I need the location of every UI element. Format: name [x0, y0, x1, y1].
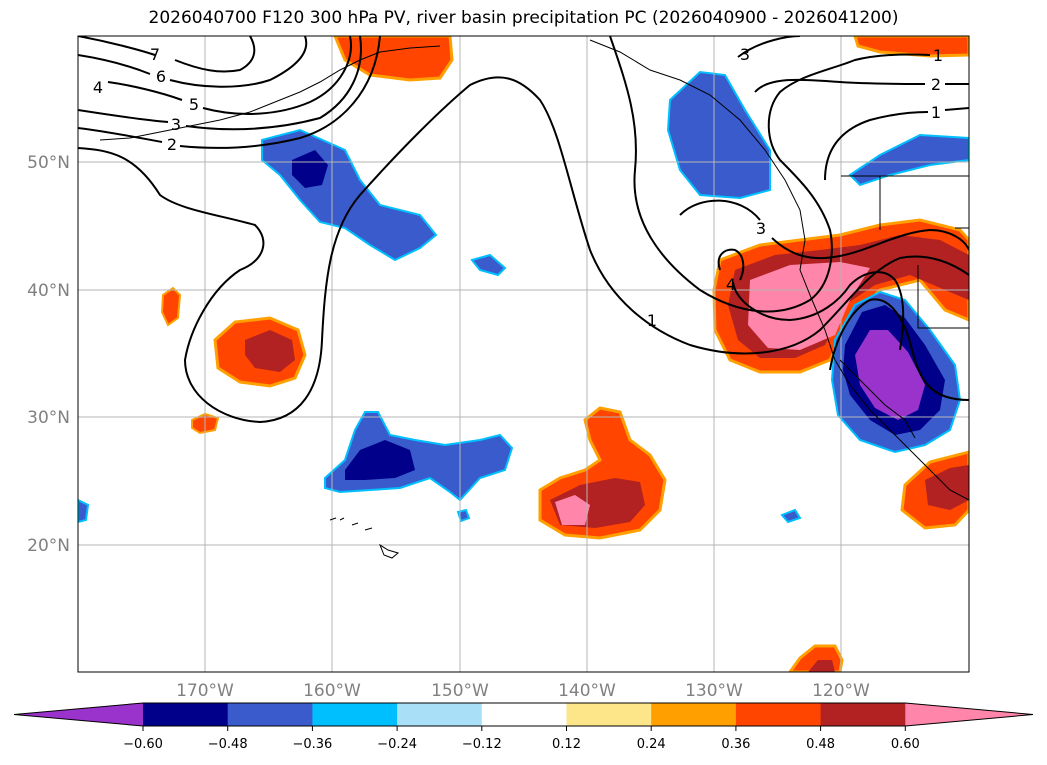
colorbar-tick-label: −0.48 [208, 737, 248, 752]
pv-contour-2 [78, 36, 381, 149]
contour-labels: 7 6 5 4 3 2 1 3 2 1 3 4 1 [93, 45, 943, 330]
colorbar-extend-min [14, 703, 143, 726]
precip-negative-peak [855, 330, 925, 420]
precip-negative-region [848, 133, 969, 187]
map-layers: 7 6 5 4 3 2 1 3 2 1 3 4 1 [78, 36, 969, 672]
contour-label: 7 [150, 45, 160, 64]
colorbar-bin [566, 703, 652, 726]
contour-label: 3 [756, 219, 766, 238]
colorbar-tick-label: −0.60 [123, 737, 163, 752]
colorbar-tick-label: 0.36 [721, 737, 750, 752]
contour-label: 4 [93, 78, 103, 97]
precip-positive-region [853, 36, 969, 58]
contour-label: 1 [647, 311, 657, 330]
contour-label: 5 [189, 95, 199, 114]
lon-label: 160°W [303, 681, 361, 701]
lon-label: 170°W [176, 681, 234, 701]
contour-label: 1 [931, 103, 941, 122]
lon-label: 120°W [812, 681, 870, 701]
colorbar-bin [481, 703, 567, 726]
colorbar-tick-label: −0.12 [462, 737, 502, 752]
colorbar-tick-label: 0.48 [806, 737, 835, 752]
contour-label: 6 [156, 67, 166, 86]
lon-label: 150°W [431, 681, 489, 701]
precip-negative-region [780, 508, 802, 524]
precip-negative-region [78, 498, 90, 524]
colorbar-bin [397, 703, 483, 726]
pv-contour-3 [78, 36, 362, 131]
contour-label: 4 [726, 275, 736, 294]
precip-shading [78, 36, 969, 672]
pv-contours [78, 36, 969, 424]
colorbar-bin [651, 703, 737, 726]
precip-positive-region [160, 286, 182, 327]
colorbar-bin [227, 703, 313, 726]
pv-contour-4 [107, 36, 352, 115]
colorbar-tick-label: 0.12 [552, 737, 581, 752]
precip-positive-inner [245, 330, 295, 372]
pv-contour-1b [824, 107, 969, 181]
lon-label: 130°W [685, 681, 743, 701]
precip-negative-region [666, 70, 771, 200]
colorbar-bin [820, 703, 906, 726]
contour-label: 3 [171, 115, 181, 134]
colorbar-tick-label: −0.24 [377, 737, 417, 752]
lon-label: 140°W [558, 681, 616, 701]
lat-label: 50°N [27, 153, 70, 173]
colorbar-bin [143, 703, 229, 726]
colorbar-tick-label: 0.60 [891, 737, 920, 752]
precip-negative-region [324, 411, 514, 502]
precip-positive-core [555, 495, 590, 525]
colorbar-tick-label: 0.24 [637, 737, 666, 752]
contour-label: 2 [931, 75, 941, 94]
latitude-labels: 50°N 40°N 30°N 20°N [27, 153, 70, 556]
contour-label: 1 [933, 46, 943, 65]
lat-label: 40°N [27, 281, 70, 301]
pv-contour-3d [679, 199, 969, 260]
pv-contour-2b [754, 78, 969, 93]
pv-contour-6 [78, 36, 308, 88]
lat-label: 20°N [27, 536, 70, 556]
pv-contour-1 [78, 76, 969, 424]
pv-contour-4b [717, 248, 905, 351]
pv-contour-7 [78, 36, 256, 73]
precip-negative-region [261, 128, 438, 262]
lat-label: 30°N [27, 408, 70, 428]
colorbar: −0.60 −0.48 −0.36 −0.24 −0.12 0.12 0.24 0.36 0.4… [13, 702, 1034, 752]
precip-positive-region [333, 36, 454, 82]
chart-title: 2026040700 F120 300 hPa PV, river basin … [148, 8, 899, 28]
colorbar-bin [312, 703, 398, 726]
precip-positive-inner [808, 660, 835, 672]
colorbar-tick-label: −0.36 [292, 737, 332, 752]
colorbar-bin [735, 703, 822, 726]
pv-contour-3c [609, 36, 931, 313]
precip-negative-region [470, 253, 507, 277]
precip-negative-core [292, 150, 328, 188]
longitude-labels: 170°W 160°W 150°W 140°W 130°W 120°W [176, 681, 870, 701]
graticule [78, 36, 969, 672]
map-frame [77, 35, 970, 673]
contour-label: 2 [167, 135, 177, 154]
contour-label: 3 [740, 45, 750, 64]
precip-positive-core [748, 262, 870, 350]
precip-negative-core [345, 440, 415, 480]
pv-contour-1c [829, 298, 969, 401]
colorbar-extend-max [905, 703, 1033, 726]
